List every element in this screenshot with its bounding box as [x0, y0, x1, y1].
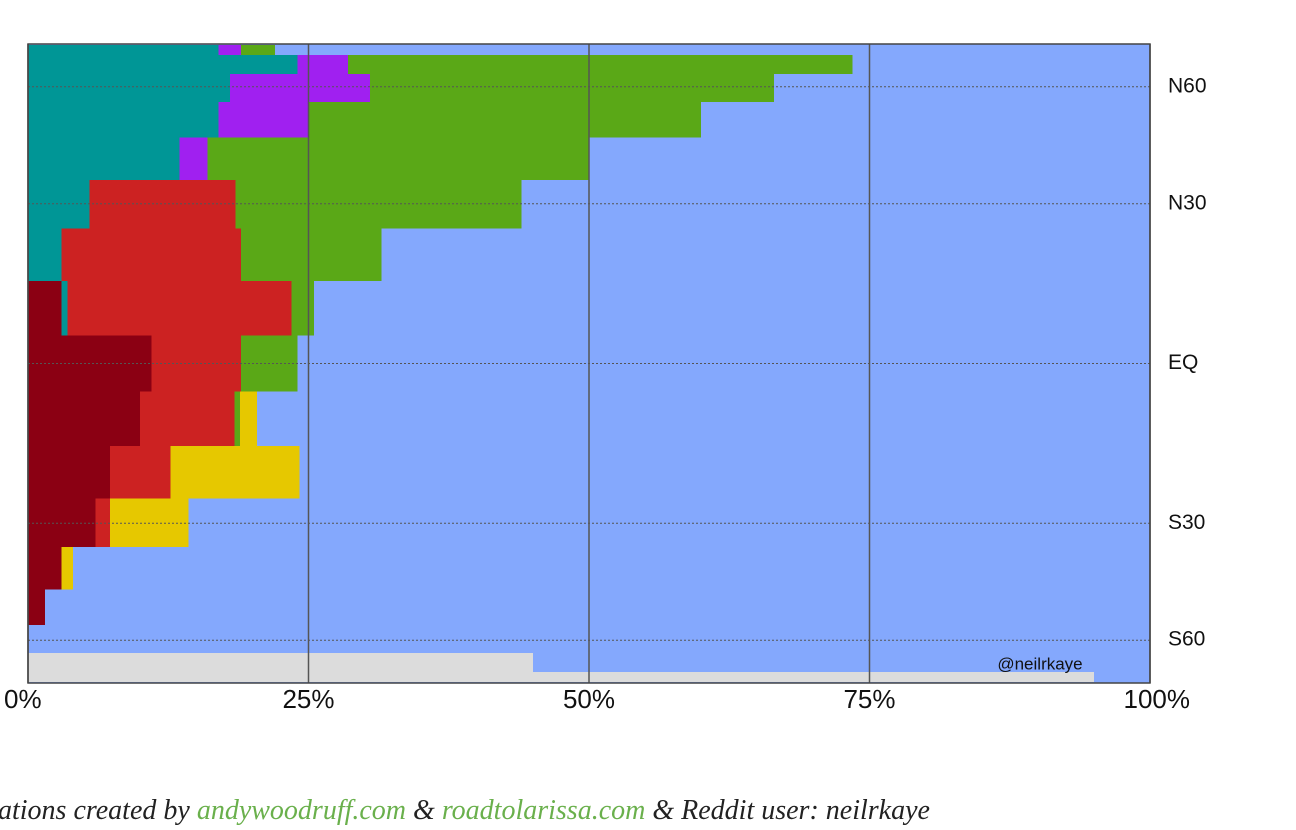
caption: ations created by andywoodruff.com & roa…: [0, 795, 930, 827]
x-tick-label: 50%: [563, 684, 615, 714]
x-tick-label: 25%: [282, 684, 334, 714]
watermark: @neilrkaye: [997, 654, 1082, 673]
band: [89, 180, 236, 229]
caption-suffix: & Reddit user: neilrkaye: [652, 795, 930, 826]
band: [28, 280, 62, 336]
band: [218, 101, 309, 138]
y-tick-label: N30: [1168, 191, 1207, 214]
y-tick-label: S60: [1168, 628, 1205, 651]
band: [235, 180, 522, 229]
band: [28, 228, 62, 281]
x-tick-label: 0%: [4, 684, 42, 714]
band: [28, 546, 62, 590]
y-tick-label: S30: [1168, 511, 1205, 534]
band: [28, 45, 219, 55]
chart: N60 N30 EQ S30 S60 0% 25% 50% 75% 100% @neilrkaye: [4, 43, 1207, 714]
plot-frame: [27, 43, 1151, 684]
band: [28, 101, 219, 138]
band: [291, 280, 315, 336]
band: [241, 228, 382, 281]
band: [28, 73, 230, 102]
band: [67, 280, 292, 336]
y-tick-label: EQ: [1168, 351, 1198, 374]
link[interactable]: roadtolarissa.com: [441, 795, 646, 826]
band: [308, 101, 702, 138]
band: [229, 73, 371, 102]
band: [28, 180, 90, 229]
band: [28, 137, 180, 181]
band: [179, 137, 208, 181]
x-tick-label: 100%: [1124, 684, 1191, 714]
band: [218, 45, 242, 55]
band: [297, 54, 348, 74]
band: [28, 672, 1094, 682]
band: [170, 446, 300, 499]
band: [61, 546, 73, 590]
band: [240, 391, 257, 447]
band: [28, 589, 45, 626]
band: [370, 73, 775, 102]
band: [207, 137, 589, 181]
band: [28, 54, 298, 74]
y-tick-label: N60: [1168, 74, 1207, 97]
band: [109, 446, 171, 499]
band: [28, 446, 110, 499]
caption-prefix: ations created by: [0, 795, 190, 826]
band: [140, 391, 235, 447]
band: [61, 228, 242, 281]
band: [28, 498, 96, 547]
link[interactable]: andywoodruff.com: [196, 795, 407, 826]
band: [28, 653, 533, 673]
band: [109, 498, 189, 547]
band: [28, 391, 141, 447]
caption-sep: &: [413, 795, 435, 826]
band: [241, 45, 275, 55]
band: [95, 498, 110, 547]
band: [61, 280, 68, 336]
x-tick-label: 75%: [843, 684, 895, 714]
band: [234, 391, 241, 447]
band: [347, 54, 853, 74]
